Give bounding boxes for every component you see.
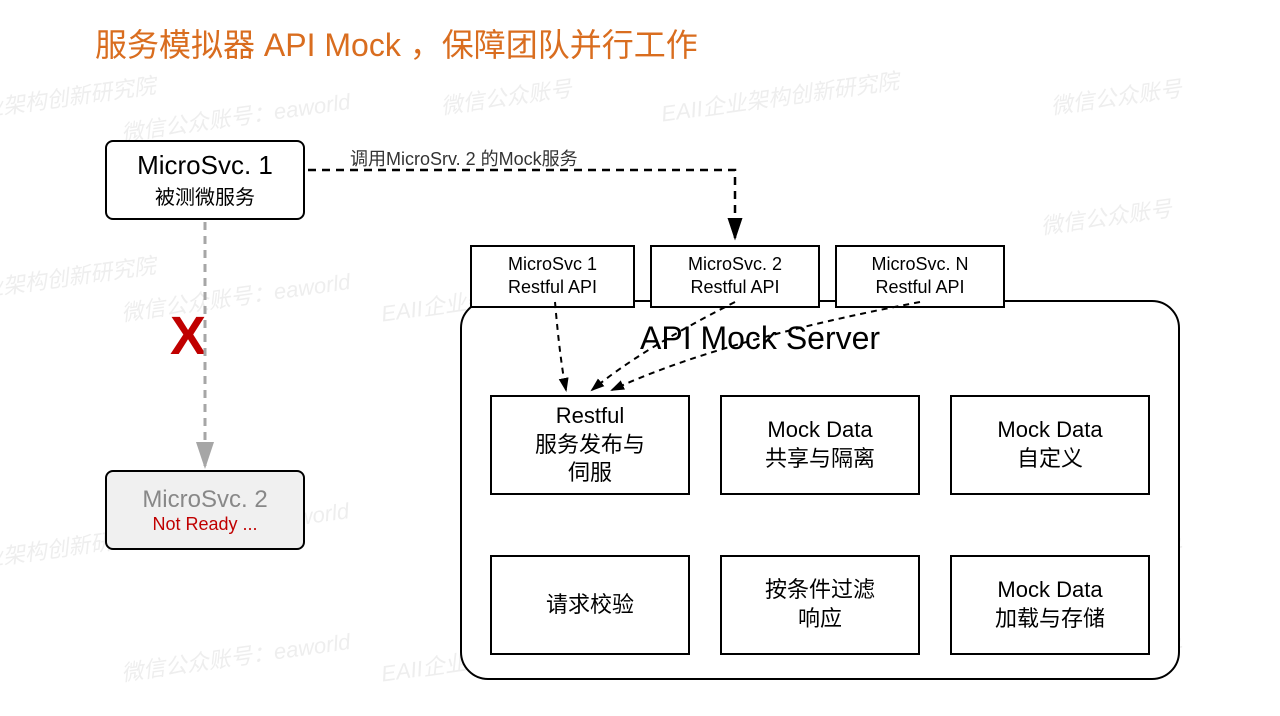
- watermark: 微信公众账号: [1038, 191, 1173, 241]
- feature-restful-publish: Restful 服务发布与 伺服: [490, 395, 690, 495]
- watermark: 微信公众账号：eaworld: [119, 84, 352, 148]
- arrow-call-mock: [308, 170, 735, 238]
- microsvc2-name: MicroSvc. 2: [142, 486, 267, 514]
- slide-title: 服务模拟器 API Mock ，保障团队并行工作: [95, 20, 698, 66]
- microsvc2-sub: Not Ready ...: [152, 514, 257, 535]
- server-title: API Mock Server: [640, 320, 880, 357]
- watermark: 微信公众账号: [1048, 71, 1183, 121]
- microsvc1-sub: 被测微服务: [155, 181, 255, 210]
- feature-mock-share: Mock Data 共享与隔离: [720, 395, 920, 495]
- feature-mock-load-store: Mock Data 加载与存储: [950, 555, 1150, 655]
- api1-l1: MicroSvc 1: [482, 253, 623, 276]
- watermark: 业架构创新研究院: [0, 248, 157, 304]
- call-label: 调用MicroSrv. 2 的Mock服务: [350, 145, 578, 171]
- watermark: 微信公众账号：eaworld: [119, 624, 352, 688]
- feature-mock-custom: Mock Data 自定义: [950, 395, 1150, 495]
- watermark: EAII企业架构创新研究院: [659, 63, 901, 128]
- api1-l2: Restful API: [482, 276, 623, 299]
- api-box-1: MicroSvc 1 Restful API: [470, 245, 635, 308]
- api2-l1: MicroSvc. 2: [662, 253, 808, 276]
- x-mark: X: [170, 305, 206, 367]
- api3-l2: Restful API: [847, 276, 993, 299]
- microsvc1-name: MicroSvc. 1: [137, 150, 273, 181]
- api-box-2: MicroSvc. 2 Restful API: [650, 245, 820, 308]
- watermark: 微信公众账号: [438, 71, 573, 121]
- api-box-3: MicroSvc. N Restful API: [835, 245, 1005, 308]
- microsvc2-box: MicroSvc. 2 Not Ready ...: [105, 470, 305, 550]
- watermark: 业架构创新研究院: [0, 68, 157, 124]
- api3-l1: MicroSvc. N: [847, 253, 993, 276]
- feature-request-validate: 请求校验: [490, 555, 690, 655]
- watermark: 微信公众账号：eaworld: [119, 264, 352, 328]
- api2-l2: Restful API: [662, 276, 808, 299]
- feature-filter-response: 按条件过滤 响应: [720, 555, 920, 655]
- microsvc1-box: MicroSvc. 1 被测微服务: [105, 140, 305, 220]
